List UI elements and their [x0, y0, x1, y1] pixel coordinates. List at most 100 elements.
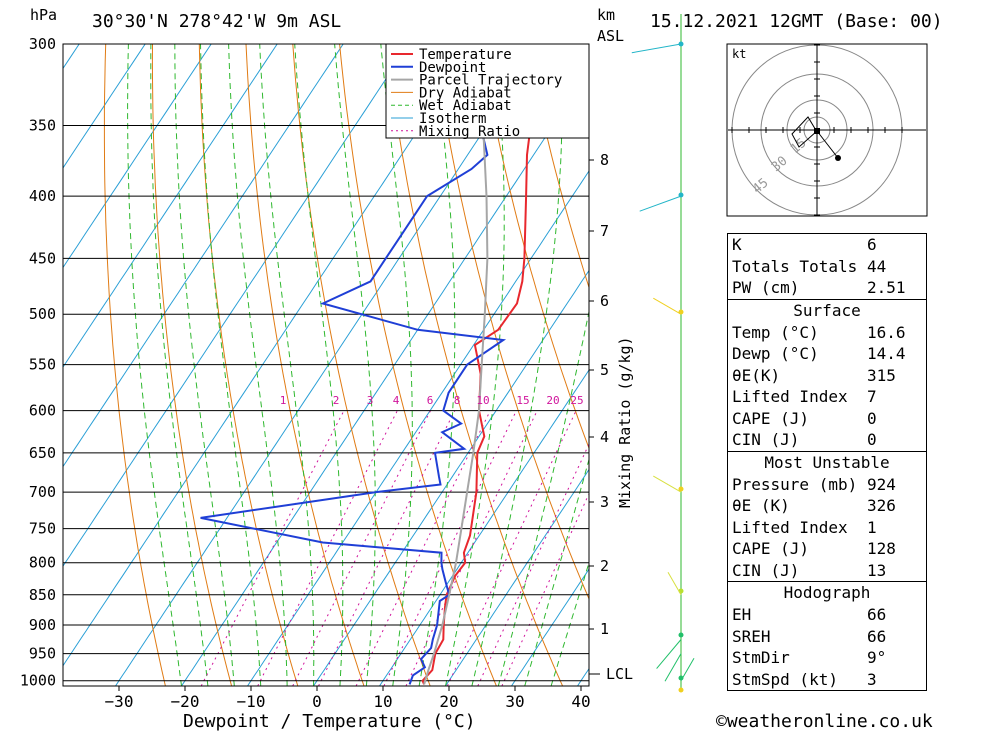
wind-barb	[680, 657, 695, 681]
x-tick-label: −10	[237, 692, 266, 711]
pressure-tick-label: 450	[29, 249, 56, 267]
hodograph-index-value: 66	[867, 626, 887, 646]
legend-label: Mixing Ratio	[419, 124, 520, 140]
km-axis: 1 2 3 4 5 6 7 8 LCL	[589, 151, 633, 683]
legend-label: Parcel Trajectory	[419, 73, 562, 89]
mixing-ratio-line	[446, 410, 577, 686]
most-unstable-index-row: Lifted Index 1	[728, 517, 926, 539]
surface-index-label: θE(K)	[732, 365, 781, 385]
dry-adiabat-line	[526, 44, 589, 289]
wet-adiabat-line	[259, 44, 315, 686]
mixing-ratio-label: 20	[546, 394, 559, 407]
isotherm-line	[313, 269, 589, 686]
wind-barb	[667, 572, 682, 596]
mixing-ratio-label: 8	[454, 394, 461, 407]
index-label: Totals Totals	[732, 256, 858, 276]
most-unstable-index-row: CIN (J) 13	[728, 560, 926, 582]
mixing-ratio-line	[355, 410, 491, 686]
surface-index-row: Dewp (°C) 14.4	[728, 343, 926, 365]
most-unstable-index-label: CIN (J)	[732, 560, 800, 580]
x-tick-label: −20	[171, 692, 200, 711]
surface-index-value: 0	[867, 430, 877, 449]
parcel-trajectory-line	[423, 44, 489, 685]
wet-adiabat-line	[127, 44, 182, 686]
dry-adiabat-line	[292, 44, 431, 686]
pressure-tick-label: 300	[29, 35, 56, 53]
wind-level-marker	[678, 687, 684, 693]
surface-index-row: Lifted Index 7	[728, 386, 926, 408]
indices-main: K 6 Totals Totals 44 PW (cm) 2.51	[727, 233, 927, 300]
isotherm-line	[63, 44, 476, 667]
isotherm-line	[63, 44, 278, 368]
pressure-tick-label: 350	[29, 117, 56, 135]
km-unit-label: km	[597, 6, 615, 24]
hodograph-index-label: StmDir	[732, 648, 790, 667]
legend-label: Wet Adiabat	[419, 98, 512, 114]
dry-adiabat-line	[151, 44, 233, 686]
mixing-ratio-label: 15	[516, 394, 529, 407]
surface-index-value: 315	[867, 365, 896, 385]
wind-barb	[631, 43, 682, 54]
legend-box	[385, 43, 590, 139]
surface-index-label: CAPE (J)	[732, 408, 810, 428]
index-label: K	[732, 235, 742, 254]
lcl-label: LCL	[606, 665, 633, 683]
wet-adiabat-line	[471, 44, 563, 686]
pressure-tick-label: 900	[29, 616, 56, 634]
wet-adiabat-line	[174, 44, 235, 686]
wind-barb	[653, 475, 682, 493]
wet-adiabat-line	[228, 44, 288, 686]
pressure-tick-label: 750	[29, 520, 56, 538]
wind-profile	[631, 14, 695, 693]
pressure-tick-label: 700	[29, 483, 56, 501]
dry-adiabat-line	[994, 44, 1000, 686]
dry-adiabat-line	[339, 44, 497, 686]
x-tick-label: −30	[105, 692, 134, 711]
indices-hodograph: Hodograph EH 66 SREH 66 StmDir 9° StmSpd (kt) 3	[727, 582, 927, 691]
legend-label: Temperature	[419, 47, 512, 63]
mixing-ratio-line	[383, 410, 517, 686]
index-value: 2.51	[867, 278, 906, 297]
hodograph-index-row: StmDir 9°	[728, 647, 926, 669]
km-tick-label: 1	[600, 620, 609, 638]
isotherm-line	[511, 568, 589, 686]
mixing-ratio-line	[318, 410, 456, 686]
legend-label: Dry Adiabat	[419, 85, 512, 101]
mixing-ratio-label: 3	[367, 394, 374, 407]
x-axis-title: Dewpoint / Temperature (°C)	[183, 711, 476, 732]
x-tick-label: 10	[373, 692, 392, 711]
surface-index-value: 0	[867, 408, 877, 428]
most-unstable-index-value: 326	[867, 496, 896, 515]
mixing-ratio-line	[477, 442, 589, 686]
pressure-tick-label: 950	[29, 645, 56, 663]
mixing-ratio-label: 10	[476, 394, 489, 407]
hodograph-trace	[791, 116, 818, 148]
index-value: 44	[867, 256, 887, 276]
x-tick-label: 40	[571, 692, 590, 711]
mixing-ratio-line	[257, 410, 398, 686]
temperature-line	[421, 44, 540, 685]
dry-adiabat-line	[479, 44, 589, 450]
indices-most-unstable: Most Unstable Pressure (mb) 924 θE (K) 326 L…	[727, 451, 927, 582]
surface-index-label: Lifted Index	[732, 387, 848, 406]
most-unstable-index-label: CAPE (J)	[732, 539, 810, 558]
isotherm-line	[445, 468, 589, 686]
mixing-ratio-label: 4	[393, 394, 400, 407]
datetime-label: 15.12.2021 12GMT (Base: 00)	[650, 11, 943, 32]
wind-level-marker	[678, 632, 684, 638]
pressure-tick-label: 800	[29, 554, 56, 572]
km-tick-label: 3	[600, 493, 609, 511]
hodograph-title: Hodograph	[783, 583, 871, 602]
hodograph-storm-vector	[816, 130, 839, 159]
plot-frame	[62, 43, 590, 687]
most-unstable-index-value: 13	[867, 560, 887, 580]
storm-motion-marker	[835, 155, 841, 161]
hpa-unit-label: hPa	[30, 6, 57, 24]
hodograph-index-row: EH 66	[728, 604, 926, 626]
most-unstable-index-value: 1	[867, 517, 877, 537]
index-value: 6	[867, 235, 877, 254]
legend-label: Dewpoint	[419, 60, 486, 76]
mixing-ratio-line	[501, 492, 589, 686]
mixing-ratio-axis-label: Mixing Ratio (g/kg)	[616, 336, 634, 508]
